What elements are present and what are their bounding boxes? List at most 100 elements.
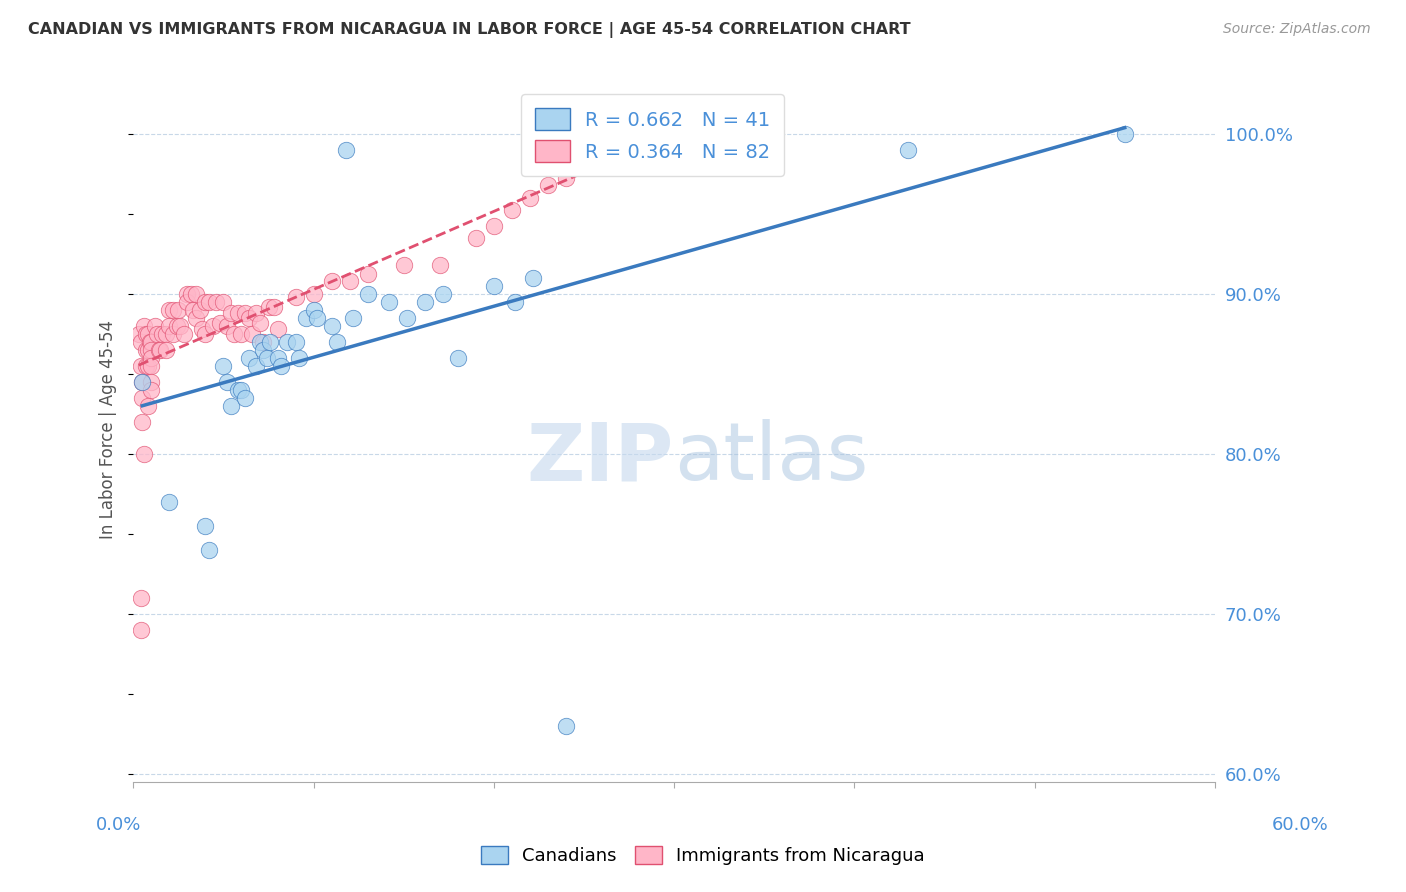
- Point: [555, 719, 578, 733]
- Point: [136, 359, 159, 373]
- Point: [501, 203, 523, 218]
- Point: [233, 391, 256, 405]
- Point: [208, 316, 231, 330]
- Point: [162, 302, 184, 317]
- Point: [295, 310, 318, 325]
- Point: [245, 306, 267, 320]
- Point: [226, 383, 249, 397]
- Point: [259, 334, 281, 349]
- Point: [284, 290, 307, 304]
- Point: [321, 318, 343, 333]
- Point: [129, 623, 152, 637]
- Text: 60.0%: 60.0%: [1272, 816, 1329, 834]
- Point: [135, 343, 157, 357]
- Y-axis label: In Labor Force | Age 45-54: In Labor Force | Age 45-54: [100, 320, 117, 540]
- Point: [136, 326, 159, 341]
- Point: [129, 591, 152, 605]
- Point: [131, 375, 153, 389]
- Point: [339, 274, 361, 288]
- Point: [447, 351, 470, 365]
- Point: [238, 351, 260, 365]
- Point: [157, 302, 180, 317]
- Point: [302, 286, 325, 301]
- Point: [141, 359, 163, 373]
- Point: [464, 230, 486, 244]
- Point: [356, 268, 378, 282]
- Point: [141, 375, 163, 389]
- Point: [131, 391, 153, 405]
- Point: [256, 351, 278, 365]
- Point: [141, 343, 163, 357]
- Point: [205, 294, 228, 309]
- Point: [157, 318, 180, 333]
- Point: [188, 302, 211, 317]
- Point: [238, 310, 260, 325]
- Point: [396, 310, 419, 325]
- Legend: R = 0.662   N = 41, R = 0.364   N = 82: R = 0.662 N = 41, R = 0.364 N = 82: [522, 95, 785, 176]
- Point: [149, 343, 172, 357]
- Point: [135, 326, 157, 341]
- Point: [572, 155, 595, 169]
- Point: [240, 326, 263, 341]
- Point: [335, 143, 357, 157]
- Point: [215, 375, 238, 389]
- Point: [429, 258, 451, 272]
- Point: [141, 383, 163, 397]
- Point: [215, 318, 238, 333]
- Point: [233, 306, 256, 320]
- Point: [266, 322, 288, 336]
- Point: [198, 543, 221, 558]
- Point: [186, 310, 208, 325]
- Point: [157, 495, 180, 509]
- Point: [134, 447, 156, 461]
- Point: [198, 294, 221, 309]
- Point: [167, 302, 190, 317]
- Text: CANADIAN VS IMMIGRANTS FROM NICARAGUA IN LABOR FORCE | AGE 45-54 CORRELATION CHA: CANADIAN VS IMMIGRANTS FROM NICARAGUA IN…: [28, 22, 911, 38]
- Point: [150, 326, 173, 341]
- Point: [252, 343, 274, 357]
- Point: [129, 359, 152, 373]
- Point: [392, 258, 415, 272]
- Point: [356, 286, 378, 301]
- Point: [169, 318, 191, 333]
- Point: [231, 326, 253, 341]
- Point: [176, 294, 198, 309]
- Point: [136, 343, 159, 357]
- Point: [180, 286, 202, 301]
- Point: [131, 375, 153, 389]
- Point: [540, 151, 562, 165]
- Point: [432, 286, 454, 301]
- Point: [136, 399, 159, 413]
- Point: [166, 318, 188, 333]
- Text: atlas: atlas: [673, 419, 869, 497]
- Point: [266, 351, 288, 365]
- Point: [191, 322, 214, 336]
- Point: [141, 334, 163, 349]
- Point: [519, 190, 541, 204]
- Point: [135, 359, 157, 373]
- Point: [226, 306, 249, 320]
- Point: [245, 359, 267, 373]
- Point: [288, 351, 311, 365]
- Point: [128, 326, 150, 341]
- Point: [415, 294, 437, 309]
- Point: [522, 270, 544, 285]
- Point: [194, 294, 217, 309]
- Point: [284, 334, 307, 349]
- Point: [212, 359, 235, 373]
- Point: [257, 300, 280, 314]
- Point: [326, 334, 349, 349]
- Point: [249, 334, 271, 349]
- Point: [162, 326, 184, 341]
- Point: [252, 334, 274, 349]
- Point: [181, 302, 204, 317]
- Legend: Canadians, Immigrants from Nicaragua: Canadians, Immigrants from Nicaragua: [472, 837, 934, 874]
- Point: [186, 286, 208, 301]
- Point: [276, 334, 298, 349]
- Point: [537, 178, 560, 192]
- Point: [173, 326, 195, 341]
- Point: [897, 143, 920, 157]
- Text: Source: ZipAtlas.com: Source: ZipAtlas.com: [1223, 22, 1371, 37]
- Point: [249, 316, 271, 330]
- Point: [141, 351, 163, 365]
